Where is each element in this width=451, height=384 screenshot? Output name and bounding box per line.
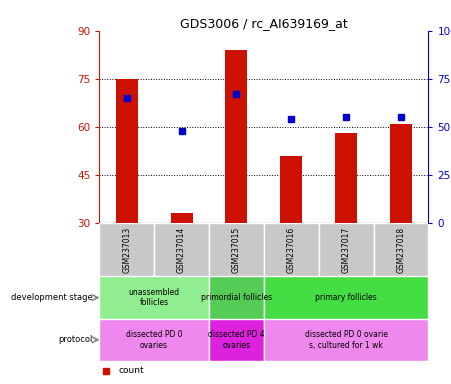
Title: GDS3006 / rc_AI639169_at: GDS3006 / rc_AI639169_at	[180, 17, 348, 30]
Bar	[226, 50, 247, 223]
Bar	[264, 276, 428, 319]
Bar	[335, 133, 357, 223]
Text: development stage: development stage	[11, 293, 92, 302]
Text: GSM237013: GSM237013	[122, 227, 131, 273]
Text: GSM237016: GSM237016	[287, 227, 296, 273]
Bar	[264, 319, 428, 361]
Text: dissected PD 0
ovaries: dissected PD 0 ovaries	[126, 330, 182, 349]
Text: GSM237015: GSM237015	[232, 227, 241, 273]
Bar	[99, 276, 209, 319]
Bar	[281, 156, 302, 223]
Bar	[170, 213, 193, 223]
Bar	[209, 319, 264, 361]
Text: GSM237014: GSM237014	[177, 227, 186, 273]
Bar	[99, 319, 209, 361]
Text: count: count	[119, 366, 145, 375]
Bar	[209, 223, 264, 276]
Bar	[115, 79, 138, 223]
Bar	[99, 223, 154, 276]
Text: primary follicles: primary follicles	[315, 293, 377, 302]
Bar	[264, 223, 319, 276]
Text: unassembled
follicles: unassembled follicles	[129, 288, 179, 307]
Text: GSM237017: GSM237017	[342, 227, 350, 273]
Bar	[319, 223, 373, 276]
Text: dissected PD 0 ovarie
s, cultured for 1 wk: dissected PD 0 ovarie s, cultured for 1 …	[304, 330, 388, 349]
Text: primordial follicles: primordial follicles	[201, 293, 272, 302]
Text: protocol: protocol	[58, 335, 92, 344]
Bar	[390, 124, 412, 223]
Bar	[209, 276, 264, 319]
Bar	[373, 223, 428, 276]
Bar	[154, 223, 209, 276]
Text: dissected PD 4
ovaries: dissected PD 4 ovaries	[208, 330, 265, 349]
Text: GSM237018: GSM237018	[396, 227, 405, 273]
